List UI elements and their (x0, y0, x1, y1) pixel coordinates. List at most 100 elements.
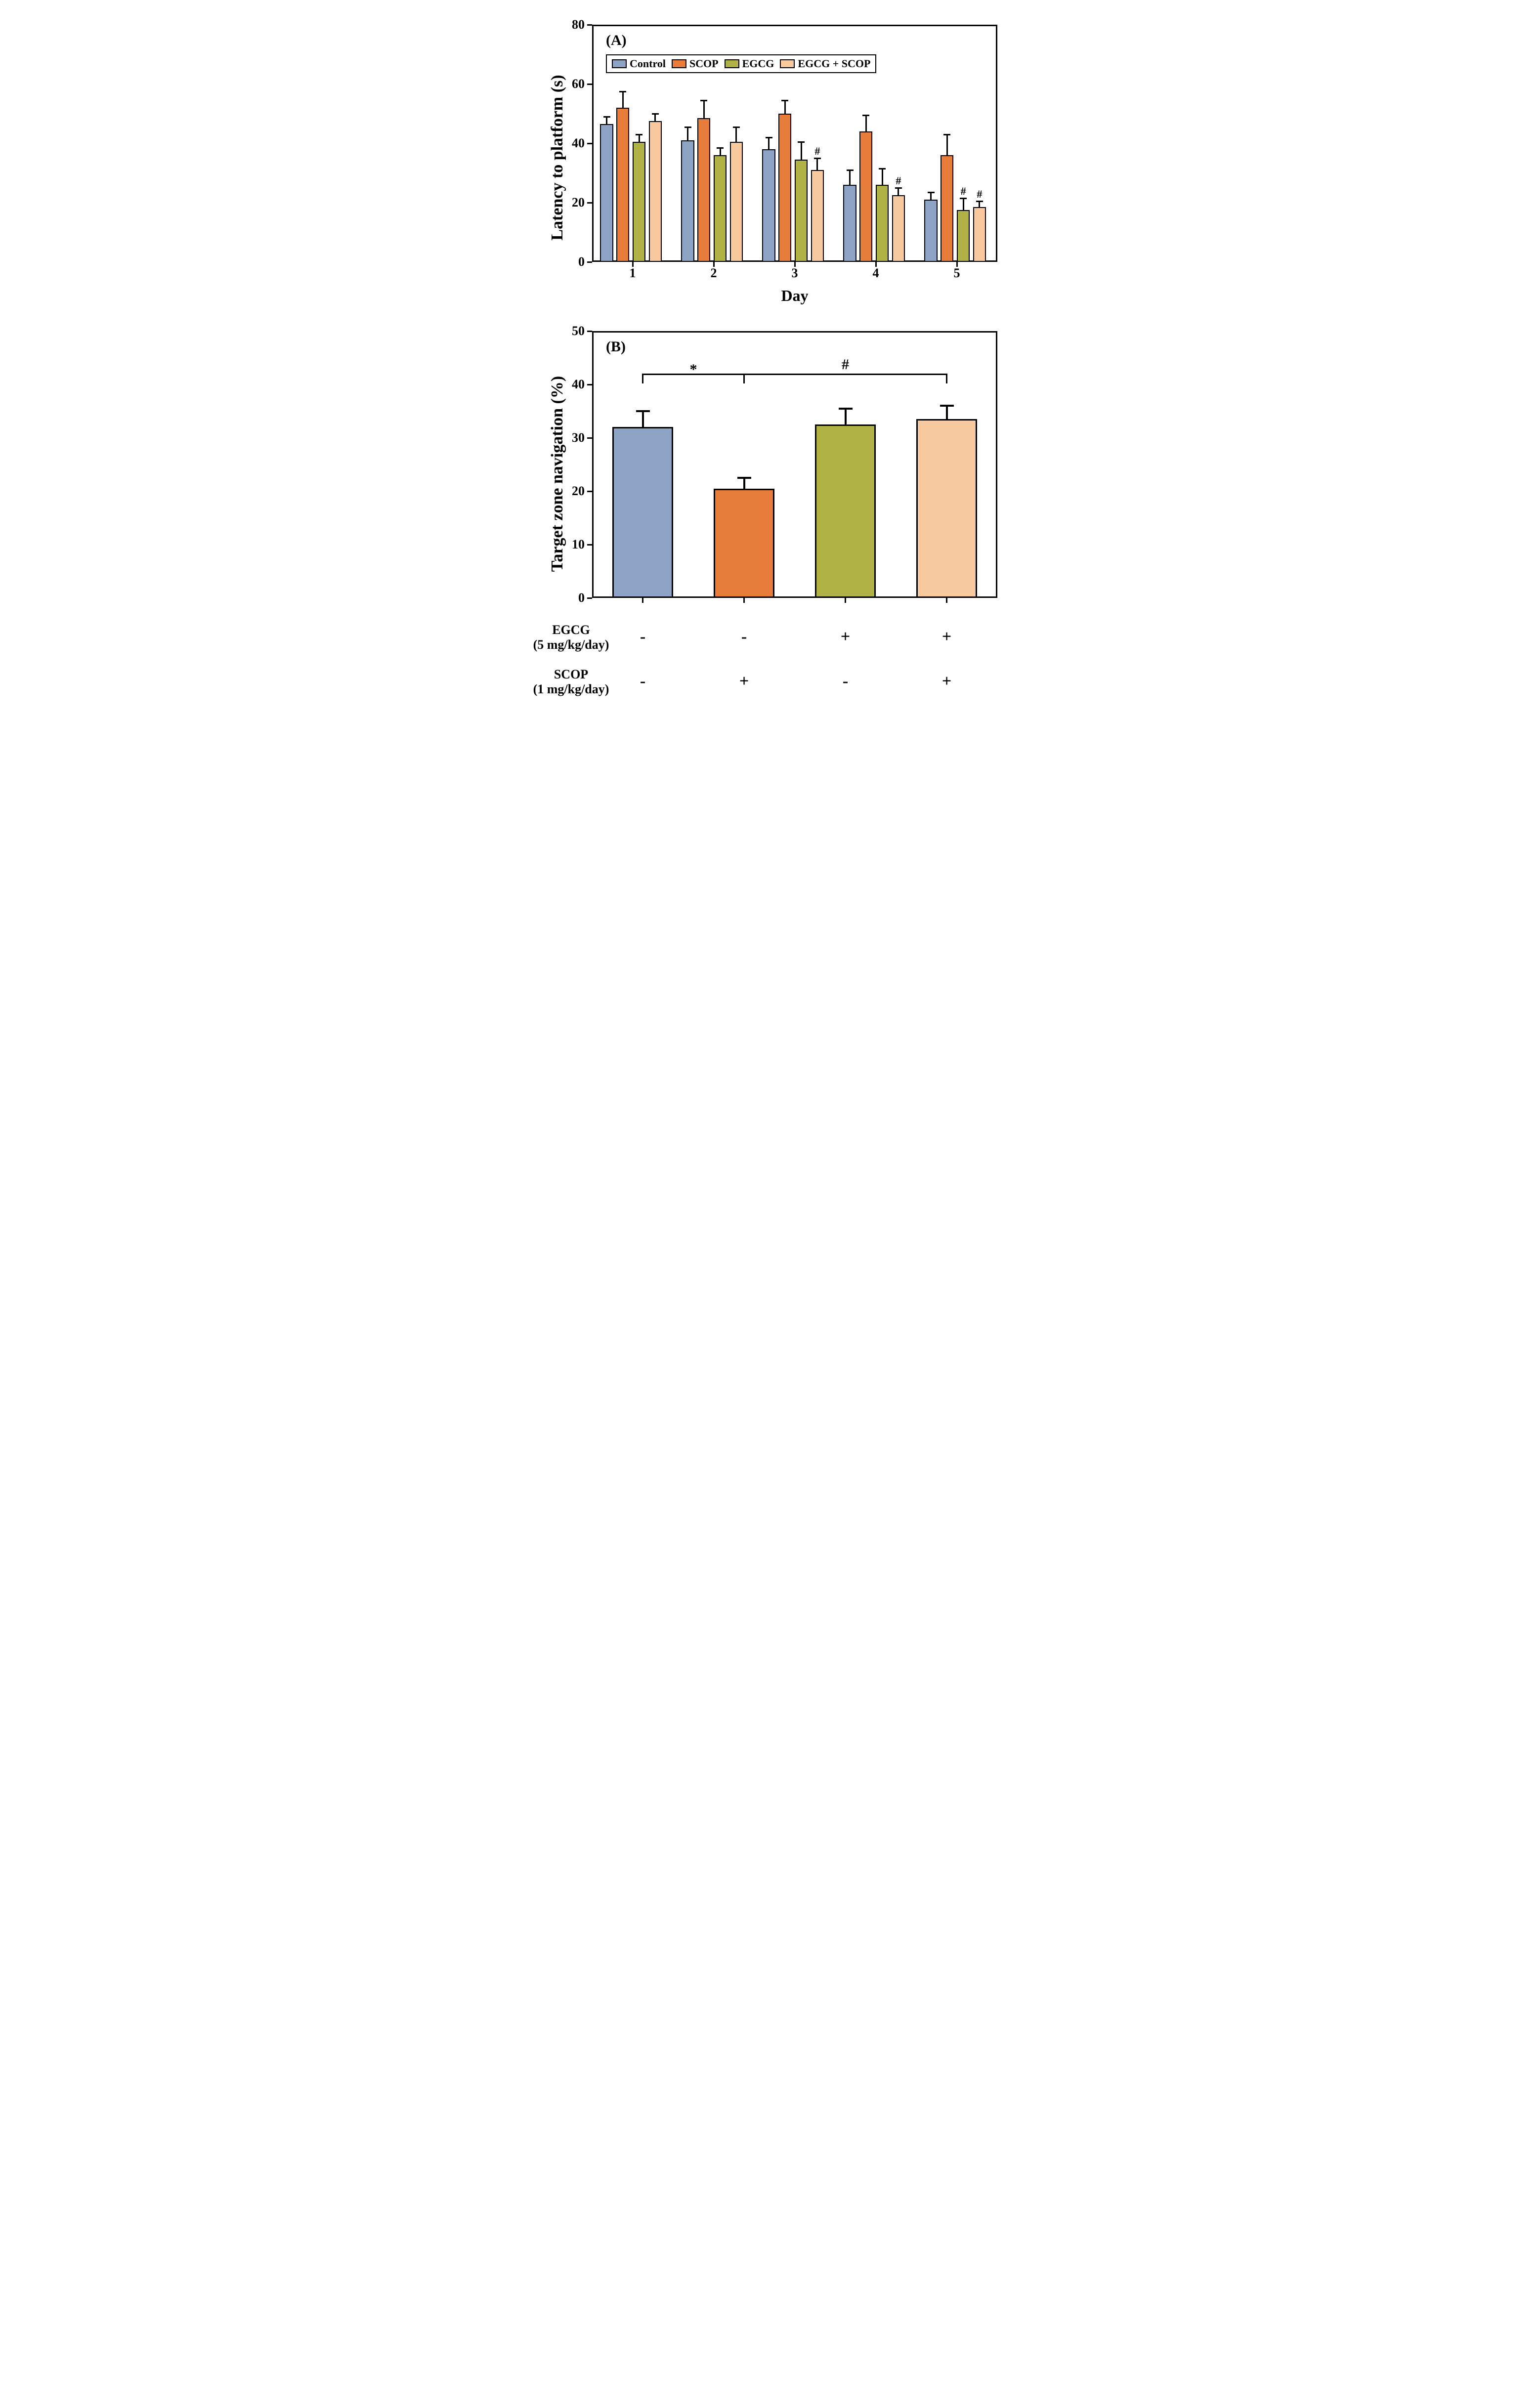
error-bar (703, 100, 705, 118)
y-tick-label: 0 (565, 591, 585, 605)
panel-b-chart: Target zone navigation (%) 01020304050(B… (523, 326, 1017, 613)
error-cap (652, 113, 659, 115)
legend-swatch (725, 59, 739, 68)
error-bar (801, 142, 802, 160)
treatment-label: EGCG(5 mg/kg/day) (523, 623, 619, 652)
panel-a-legend: ControlSCOPEGCGEGCG + SCOP (606, 54, 876, 73)
error-bar (845, 409, 847, 424)
error-bar (639, 134, 640, 142)
x-tick-label: 3 (792, 266, 798, 281)
error-cap (862, 115, 869, 116)
bar (612, 427, 673, 598)
error-cap (684, 127, 691, 128)
significance-symbol: * (690, 361, 697, 378)
y-tick (587, 437, 592, 439)
bar (714, 489, 774, 598)
treatment-cell: + (942, 628, 951, 646)
y-tick (587, 384, 592, 385)
x-tick (845, 598, 846, 603)
error-cap (619, 91, 626, 92)
y-tick-label: 50 (565, 324, 585, 338)
significance-bracket-drop (743, 374, 745, 383)
panel-b: Target zone navigation (%) 01020304050(B… (523, 326, 1017, 697)
error-cap (700, 100, 707, 101)
panel-a-chart: Latency to platform (s) 020406080(A)Cont… (523, 20, 1017, 296)
y-tick (587, 143, 592, 144)
y-tick (587, 261, 592, 263)
error-bar (622, 91, 624, 108)
significance-marker: # (961, 185, 966, 198)
error-cap (766, 137, 772, 138)
error-cap (603, 116, 610, 118)
treatment-cell: + (739, 672, 749, 691)
bar (600, 124, 613, 262)
bar (941, 155, 953, 262)
x-tick-label: 5 (954, 266, 960, 281)
error-bar (865, 115, 867, 131)
bar (815, 424, 876, 598)
significance-bracket-drop (946, 374, 947, 383)
bar (778, 114, 791, 262)
error-bar (642, 411, 644, 427)
treatment-cell: - (640, 672, 645, 691)
error-bar (687, 127, 688, 140)
error-cap (879, 168, 886, 169)
y-tick (587, 84, 592, 85)
bar (649, 121, 662, 262)
treatment-cells: --++ (619, 628, 997, 647)
error-bar (930, 192, 932, 200)
error-bar (946, 134, 948, 155)
bar (616, 108, 629, 262)
x-tick (794, 262, 796, 267)
legend-item: EGCG + SCOP (780, 57, 870, 70)
legend-swatch (780, 59, 795, 68)
legend-swatch (612, 59, 627, 68)
error-cap (781, 100, 788, 101)
treatment-cell: - (640, 628, 645, 646)
significance-marker: # (896, 174, 901, 187)
bar (795, 160, 808, 262)
y-tick (587, 331, 592, 332)
error-cap (636, 134, 642, 135)
y-tick-label: 0 (565, 254, 585, 269)
treatment-cells: -+-+ (619, 672, 997, 692)
treatment-cell: + (942, 672, 951, 691)
error-bar (849, 170, 851, 185)
panel-a: Latency to platform (s) 020406080(A)Cont… (523, 20, 1017, 296)
bar (762, 149, 775, 262)
panel-b-label: (B) (606, 338, 626, 355)
significance-marker: # (977, 188, 982, 201)
error-bar (882, 169, 883, 185)
x-tick (632, 262, 634, 267)
legend-item: EGCG (725, 57, 774, 70)
treatment-cell: + (841, 628, 850, 646)
error-cap (717, 147, 724, 149)
treatment-table: EGCG(5 mg/kg/day)--++SCOP(1 mg/kg/day)-+… (523, 623, 997, 697)
y-tick-label: 60 (565, 77, 585, 91)
x-tick-label: 4 (873, 266, 879, 281)
legend-item: SCOP (672, 57, 719, 70)
treatment-row: SCOP(1 mg/kg/day)-+-+ (523, 667, 997, 697)
error-bar (743, 478, 745, 489)
error-bar (979, 201, 980, 207)
error-bar (963, 198, 964, 210)
x-tick-label: 2 (711, 266, 717, 281)
bar (811, 170, 824, 262)
bar (633, 142, 645, 262)
significance-marker: # (814, 145, 820, 158)
error-bar (720, 148, 721, 155)
panel-a-label: (A) (606, 32, 627, 49)
y-tick (587, 24, 592, 26)
y-tick (587, 491, 592, 492)
y-tick (587, 202, 592, 204)
legend-text: EGCG + SCOP (798, 57, 870, 70)
error-bar (735, 127, 737, 142)
bar (714, 155, 727, 262)
bar (843, 185, 856, 262)
panel-a-y-label: Latency to platform (s) (548, 59, 567, 256)
error-cap (737, 477, 751, 479)
error-cap (940, 405, 954, 407)
y-tick-label: 80 (565, 17, 585, 32)
panel-b-y-label: Target zone navigation (%) (548, 360, 567, 588)
legend-text: EGCG (742, 57, 774, 70)
